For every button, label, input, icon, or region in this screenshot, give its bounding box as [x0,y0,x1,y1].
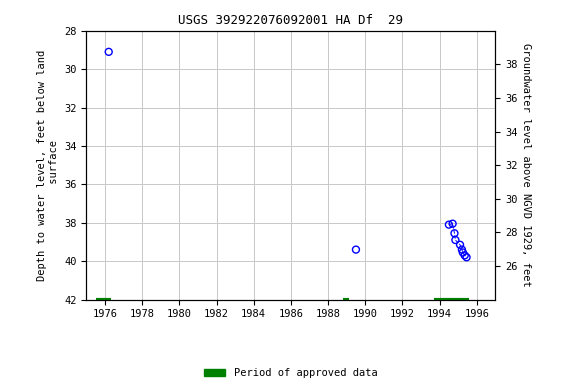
Y-axis label: Depth to water level, feet below land
 surface: Depth to water level, feet below land su… [37,50,59,281]
Point [448,220,457,227]
Point [104,49,113,55]
Point [351,247,361,253]
Legend: Period of approved data: Period of approved data [200,364,381,382]
Point [458,249,468,255]
Point [456,242,465,248]
Point [444,222,453,228]
Point [451,237,460,243]
Point [450,230,459,236]
Point [457,247,467,253]
Y-axis label: Groundwater level above NGVD 1929, feet: Groundwater level above NGVD 1929, feet [521,43,532,287]
Point [462,254,471,260]
Title: USGS 392922076092001 HA Df  29: USGS 392922076092001 HA Df 29 [179,14,403,27]
Point [460,252,469,258]
